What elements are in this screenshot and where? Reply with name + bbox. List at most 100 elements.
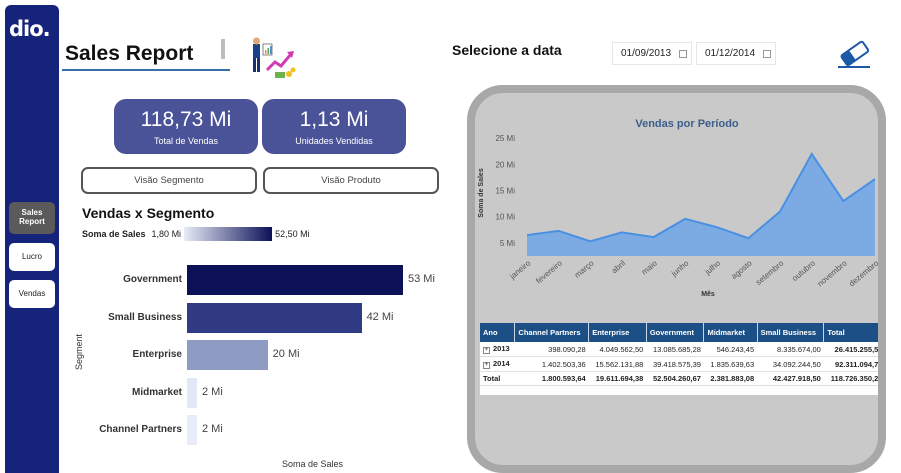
sales-line	[526, 152, 876, 243]
line-chart-y-label: Soma de Sales	[478, 168, 485, 218]
x-tick-label: novembro	[816, 258, 849, 288]
eraser-icon[interactable]	[836, 38, 872, 70]
line-chart-title: Vendas por Período	[635, 118, 739, 130]
sidebar-item-sales-report[interactable]: Sales Report	[9, 202, 55, 234]
kpi-value: 118,73 Mi	[140, 108, 232, 131]
y-tick-label: 20 Mi	[495, 160, 515, 169]
visao-produto-button[interactable]: Visão Produto	[263, 167, 439, 194]
table-cell: 1.800.593,64	[514, 371, 589, 386]
legend-gradient	[184, 227, 273, 241]
y-tick-label: 25 Mi	[495, 134, 515, 143]
segment-category-label: Enterprise	[132, 349, 182, 360]
logo: dio.	[9, 17, 51, 41]
segment-category-label: Government	[123, 274, 182, 285]
table-cell: 398.090,28	[514, 342, 589, 357]
segment-bar[interactable]	[187, 302, 362, 333]
legend-label: Soma de Sales	[82, 229, 146, 239]
date-start-value: 01/09/2013	[621, 48, 672, 59]
x-tick-label: abril	[610, 258, 628, 275]
segment-value-label: 42 Mi	[366, 310, 394, 323]
line-chart-x-label: Mês	[701, 291, 715, 298]
table-cell: 8.335.674,00	[757, 342, 824, 357]
sales-matrix-table: Ano Channel Partners Enterprise Government M…	[480, 323, 878, 395]
table-column-header[interactable]: Total	[823, 323, 878, 342]
x-tick-label: maio	[640, 258, 659, 276]
sales-panel: Vendas por Período Soma de Sales Mês 5 M…	[467, 85, 886, 473]
table-cell: 4.049.562,50	[588, 342, 647, 357]
kpi-unidades-vendidas: 1,13 Mi Unidades Vendidas	[262, 99, 406, 154]
table-cell: +2013	[480, 342, 515, 357]
x-tick-label: janeiro	[507, 258, 532, 281]
segment-category-label: Channel Partners	[99, 424, 182, 435]
segment-value-label: 20 Mi	[272, 348, 300, 360]
table-cell: 15.562.131,88	[588, 356, 647, 372]
table-cell: 34.092.244,50	[757, 356, 824, 372]
table-column-header[interactable]: Government	[646, 323, 705, 342]
sidebar-item-vendas[interactable]: Vendas	[9, 280, 55, 308]
table-cell: 1.402.503,36	[514, 356, 589, 372]
matrix-table: Ano Channel Partners Enterprise Government M…	[480, 323, 878, 386]
table-total-row: Total 1.800.593,64 19.611.694,38 52.504.260…	[480, 371, 878, 386]
table-column-header[interactable]: Channel Partners	[514, 323, 590, 342]
kpi-total-vendas: 118,73 Mi Total de Vendas	[114, 99, 258, 154]
table-row: +2013 398.090,28 4.049.562,50 13.085.685,28…	[480, 342, 878, 357]
table-cell: 42.427.918,50	[757, 371, 824, 386]
table-column-header[interactable]: Enterprise	[588, 323, 647, 342]
segment-bar[interactable]	[187, 265, 403, 295]
segment-category-label: Midmarket	[131, 386, 182, 398]
date-start-input[interactable]: 01/09/2013	[612, 42, 692, 65]
x-tick-label: março	[573, 258, 596, 280]
table-column-header[interactable]: Ano	[480, 323, 516, 342]
expand-icon[interactable]: +	[483, 347, 490, 354]
legend-min: 1,80 Mi	[151, 229, 182, 239]
segment-chart-title: Vendas x Segmento	[82, 205, 215, 221]
x-tick-label: outubro	[790, 258, 817, 283]
date-end-value: 01/12/2014	[705, 48, 756, 59]
date-end-input[interactable]: 01/12/2014	[696, 42, 776, 65]
table-cell: 39.418.575,39	[646, 356, 704, 372]
expand-icon[interactable]: +	[483, 362, 490, 369]
y-tick-label: 10 Mi	[495, 213, 515, 222]
segment-value-label: 2 Mi	[202, 423, 223, 435]
table-header-row: Ano Channel Partners Enterprise Government M…	[480, 323, 878, 342]
calendar-icon[interactable]	[679, 50, 687, 58]
sidebar: dio. Sales Report Lucro Vendas	[5, 5, 59, 473]
x-tick-label: fevereiro	[534, 258, 564, 285]
x-tick-label: dezembro	[847, 258, 878, 288]
kpi-label: Unidades Vendidas	[295, 136, 373, 146]
table-cell: Total	[480, 371, 515, 386]
color-legend: Soma de Sales 1,80 Mi 52,50 Mi	[82, 227, 310, 241]
sales-area	[527, 153, 875, 256]
segment-value-label: 2 Mi	[202, 385, 223, 398]
table-column-header[interactable]: Small Business	[757, 323, 825, 342]
table-column-header[interactable]: Midmarket	[703, 323, 758, 342]
table-cell: 2.381.883,08	[703, 371, 758, 386]
date-selector-label: Selecione a data	[452, 42, 562, 58]
page-title: Sales Report	[65, 42, 194, 65]
x-tick-label: junho	[669, 258, 691, 278]
table-cell: 19.611.694,38	[588, 371, 647, 386]
visao-segmento-button[interactable]: Visão Segmento	[81, 167, 257, 194]
table-cell: 92.311.094,75	[823, 356, 878, 372]
vendas-por-periodo-chart: Vendas por Período Soma de Sales Mês 5 M…	[478, 118, 878, 298]
table-cell: 13.085.685,28	[646, 342, 704, 357]
sidebar-item-lucro[interactable]: Lucro	[9, 243, 55, 271]
table-cell: 546.243,45	[703, 342, 758, 357]
segment-bar[interactable]	[187, 340, 268, 370]
legend-max: 52,50 Mi	[275, 229, 310, 239]
table-cell: 118.726.350,26	[823, 371, 878, 386]
segment-value-label: 53 Mi	[408, 273, 435, 285]
x-tick-label: setembro	[754, 258, 786, 287]
x-tick-label: agosto	[730, 258, 755, 281]
segment-axis-label: Segment	[74, 333, 84, 370]
kpi-value: 1,13 Mi	[299, 108, 369, 131]
businessman-chart-icon	[253, 37, 296, 78]
segment-bar[interactable]	[187, 415, 197, 445]
y-tick-label: 5 Mi	[500, 239, 515, 248]
title-divider	[221, 39, 225, 59]
table-row: +2014 1.402.503,36 15.562.131,88 39.418.575…	[480, 356, 878, 372]
title-underline	[62, 69, 230, 71]
calendar-icon[interactable]	[763, 50, 771, 58]
segment-bar[interactable]	[187, 377, 197, 408]
